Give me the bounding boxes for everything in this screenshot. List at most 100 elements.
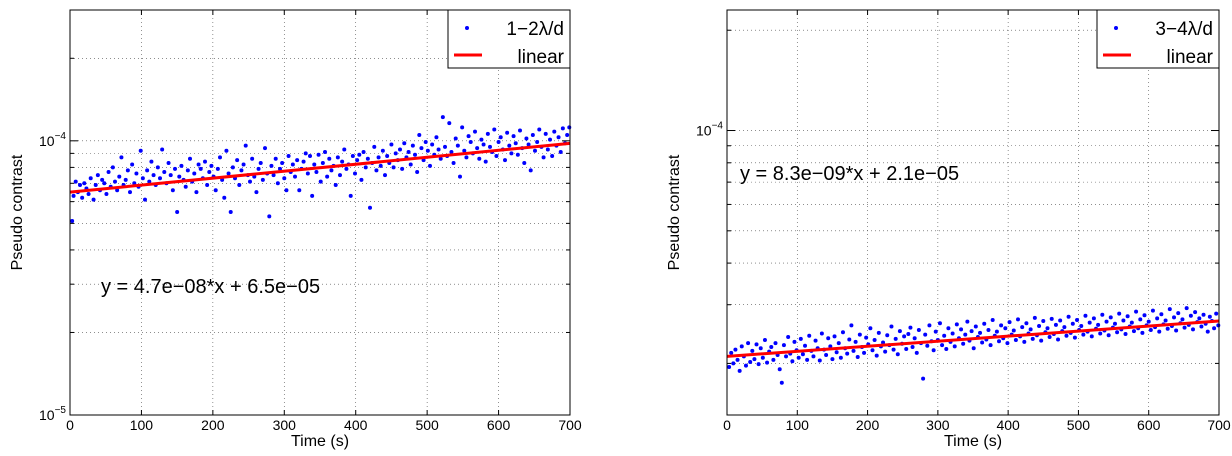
data-point [473,129,477,134]
data-point [1079,323,1084,328]
data-point [363,165,368,170]
data-point [100,177,105,182]
fit-equation: y = 4.7e−08*x + 6.5e−05 [101,276,320,298]
data-point [800,352,805,357]
data-point [862,350,867,355]
data-point [971,346,976,351]
data-point [743,363,748,368]
data-point [492,127,497,132]
y-tick-label: 10−4 [39,131,66,149]
data-point [130,162,135,167]
data-point [1041,319,1046,324]
data-point [937,321,942,326]
data-point [545,147,550,152]
data-point [1091,316,1096,321]
data-point [188,156,192,161]
data-point [999,323,1004,328]
legend-label: linear [1167,47,1214,68]
data-point [222,195,227,200]
data-point [739,344,744,349]
data-point [243,143,248,148]
data-point [946,326,951,331]
data-point [350,154,355,159]
data-point [963,332,968,337]
data-point [254,190,259,195]
data-point [485,131,490,136]
data-point [777,367,782,372]
data-point [872,338,877,343]
data-point [535,140,540,145]
data-point [836,341,841,346]
data-point [811,354,816,359]
data-point [1064,333,1069,338]
data-point [314,169,319,174]
data-point [488,144,492,149]
data-point [82,181,87,186]
x-tick-label: 600 [487,417,511,433]
data-point [760,355,765,360]
data-point [71,193,76,198]
x-tick-label: 400 [344,417,368,433]
data-point [455,143,460,148]
data-point [950,331,955,336]
data-point [290,162,295,167]
data-point [481,142,486,147]
data-point [503,158,507,163]
data-point [348,193,353,198]
data-point [556,135,561,140]
data-point [1121,318,1126,323]
data-point [183,184,188,189]
data-point [961,341,966,346]
legend-label: 1−2λ/d [506,19,564,40]
data-point [925,343,930,348]
data-point [1176,311,1181,316]
data-point [235,158,240,163]
data-point [1190,327,1195,332]
x-axis: 0 100 200 300 400 500 600 700 [66,10,582,433]
data-point [327,156,332,161]
data-point [160,147,165,152]
data-point [275,181,280,186]
data-point [733,347,738,352]
data-point [851,348,856,353]
data-point [902,334,907,339]
data-point [994,329,999,334]
data-point [496,140,501,145]
data-point [318,179,323,184]
data-point [910,344,915,349]
data-point [952,344,957,349]
data-point [931,348,936,353]
data-point [113,179,117,184]
data-point [282,176,287,181]
data-point [125,168,130,173]
data-point [158,176,162,181]
data-point [550,154,555,159]
data-point [269,163,274,168]
data-point [798,336,803,341]
data-point [518,128,522,133]
data-point [91,197,96,202]
data-point [80,195,85,200]
data-point [228,210,233,215]
data-point [215,166,220,171]
data-point [921,376,926,381]
fit-line [726,319,1220,358]
data-point [286,154,291,159]
data-point [237,183,242,188]
data-point [303,151,308,156]
data-point [168,173,173,178]
data-point [408,162,413,167]
data-point [278,166,282,171]
data-point [344,166,349,171]
data-point [149,159,154,164]
data-point [552,129,557,134]
data-point [70,218,75,223]
data-point [790,359,795,364]
x-tick-label: 100 [786,417,810,433]
data-point [440,115,445,120]
data-point [543,131,548,136]
data-point [365,156,370,161]
data-point [969,329,974,334]
data-point [1028,327,1033,332]
data-point [1199,324,1204,329]
